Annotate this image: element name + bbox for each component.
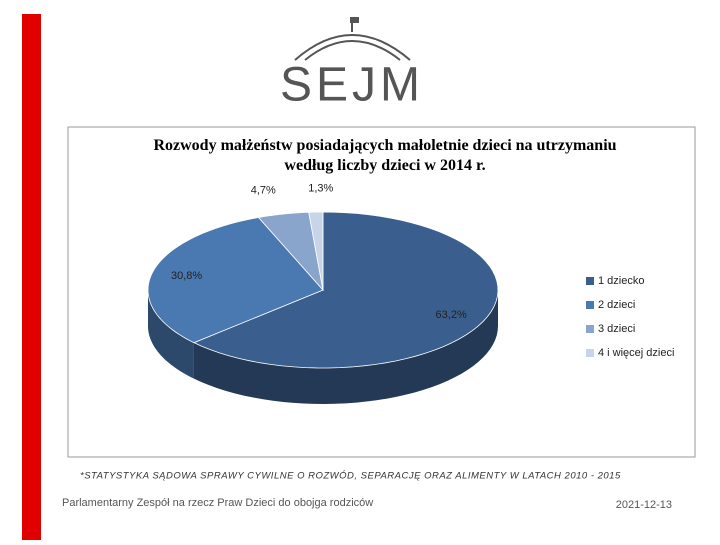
chart-title: Rozwody małżeństw posiadających małoletn… — [153, 137, 617, 174]
pie: 63,2% 30,8% 4,7% 1,3% — [147, 182, 499, 404]
legend-swatch — [586, 349, 594, 357]
legend: 1 dziecko 2 dzieci 3 dzieci 4 i więcej dzie… — [586, 275, 674, 359]
title-box: Rozwody małżeństw posiadających małoletn… — [153, 137, 617, 174]
slice — [147, 217, 324, 344]
data-label: 63,2% — [436, 309, 467, 321]
slice — [192, 211, 499, 369]
slice — [257, 211, 324, 292]
slice — [308, 211, 324, 291]
slice-side — [148, 290, 194, 379]
slice-side — [193, 290, 498, 404]
logo-text: SEJM — [280, 59, 424, 112]
legend-label: 2 dzieci — [598, 299, 635, 311]
data-label: 4,7% — [251, 185, 276, 197]
logo-emblem — [294, 17, 411, 61]
data-label: 1,3% — [308, 182, 333, 194]
footer-date: 2021-12-13 — [616, 499, 672, 511]
data-label: 30,8% — [171, 270, 202, 282]
footnote: *STATYSTYKA SĄDOWA SPRAWY CYWILNE O ROZW… — [80, 471, 621, 482]
legend-label: 1 dziecko — [598, 275, 644, 287]
legend-label: 3 dzieci — [598, 323, 635, 335]
legend-swatch — [586, 325, 594, 333]
red-bar — [22, 14, 41, 540]
legend-label: 4 i więcej dzieci — [598, 347, 674, 359]
legend-swatch — [586, 277, 594, 285]
legend-swatch — [586, 301, 594, 309]
footer-text: Parlamentarny Zespół na rzecz Praw Dziec… — [62, 497, 373, 509]
